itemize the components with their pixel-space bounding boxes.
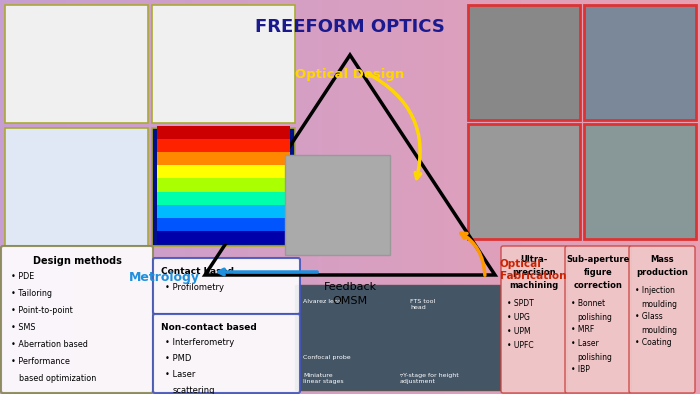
Text: • Glass: • Glass <box>635 312 663 321</box>
Text: • Profilometry: • Profilometry <box>165 283 224 292</box>
Text: correction: correction <box>573 281 622 290</box>
Text: ▿Y-stage for height
adjustment: ▿Y-stage for height adjustment <box>400 373 459 384</box>
Text: • MRF: • MRF <box>571 325 594 334</box>
Text: • Coating: • Coating <box>635 338 671 347</box>
Text: precision: precision <box>512 268 556 277</box>
FancyBboxPatch shape <box>153 258 300 314</box>
FancyBboxPatch shape <box>157 152 290 165</box>
Text: Non-contact based: Non-contact based <box>161 323 257 332</box>
Text: FREEFORM OPTICS: FREEFORM OPTICS <box>255 18 445 36</box>
Text: • SMS: • SMS <box>11 323 36 332</box>
Text: Design methods: Design methods <box>33 256 121 266</box>
Text: • SPDT: • SPDT <box>507 299 533 308</box>
Text: Miniature
linear stages: Miniature linear stages <box>303 373 344 384</box>
FancyBboxPatch shape <box>584 124 696 239</box>
Text: Optical
Fabrication: Optical Fabrication <box>500 259 566 281</box>
FancyBboxPatch shape <box>468 5 580 120</box>
Text: Optical Design: Optical Design <box>295 68 405 81</box>
FancyBboxPatch shape <box>157 191 290 204</box>
FancyBboxPatch shape <box>157 126 290 139</box>
FancyBboxPatch shape <box>565 246 631 393</box>
FancyBboxPatch shape <box>153 314 300 393</box>
FancyBboxPatch shape <box>157 204 290 218</box>
Text: • PDE: • PDE <box>11 272 34 281</box>
Text: OMSM: OMSM <box>332 296 368 306</box>
FancyBboxPatch shape <box>295 285 500 390</box>
Text: Confocal probe: Confocal probe <box>303 355 351 360</box>
Text: • PMD: • PMD <box>165 354 191 363</box>
FancyBboxPatch shape <box>157 218 290 231</box>
Text: Alvarez lens: Alvarez lens <box>303 299 341 304</box>
Text: Ultra-: Ultra- <box>520 255 547 264</box>
Text: scattering: scattering <box>173 386 216 394</box>
Text: polishing: polishing <box>577 353 612 362</box>
FancyBboxPatch shape <box>5 5 148 123</box>
Text: • Laser: • Laser <box>571 339 598 348</box>
FancyBboxPatch shape <box>152 5 295 123</box>
Text: Metrology: Metrology <box>129 271 200 284</box>
Text: • UPG: • UPG <box>507 313 530 322</box>
FancyBboxPatch shape <box>629 246 695 393</box>
FancyBboxPatch shape <box>5 128 148 246</box>
Text: Mass: Mass <box>650 255 674 264</box>
Text: polishing: polishing <box>577 313 612 322</box>
Text: Sub-aperture: Sub-aperture <box>566 255 630 264</box>
Text: • Point-to-point: • Point-to-point <box>11 306 73 315</box>
Text: based optimization: based optimization <box>19 374 97 383</box>
Text: • Aberration based: • Aberration based <box>11 340 88 349</box>
Text: • Bonnet: • Bonnet <box>571 299 605 308</box>
FancyBboxPatch shape <box>468 124 580 239</box>
Text: • Interferometry: • Interferometry <box>165 338 234 347</box>
Text: • Laser: • Laser <box>165 370 195 379</box>
FancyBboxPatch shape <box>285 155 390 255</box>
Text: machining: machining <box>510 281 559 290</box>
Text: FTS tool
head: FTS tool head <box>410 299 435 310</box>
FancyBboxPatch shape <box>152 128 295 246</box>
Text: • Performance: • Performance <box>11 357 70 366</box>
Text: moulding: moulding <box>641 300 677 309</box>
Text: • IBP: • IBP <box>571 365 590 374</box>
FancyBboxPatch shape <box>584 5 696 120</box>
Text: moulding: moulding <box>641 326 677 335</box>
Text: • UPM: • UPM <box>507 327 531 336</box>
FancyBboxPatch shape <box>157 139 290 152</box>
FancyBboxPatch shape <box>157 231 290 244</box>
FancyBboxPatch shape <box>157 178 290 191</box>
FancyBboxPatch shape <box>1 246 153 393</box>
Text: Feedback: Feedback <box>323 282 377 292</box>
Text: Contact based: Contact based <box>161 267 234 276</box>
FancyBboxPatch shape <box>501 246 567 393</box>
Text: • Injection: • Injection <box>635 286 675 295</box>
Text: figure: figure <box>584 268 612 277</box>
Text: • Tailoring: • Tailoring <box>11 289 52 298</box>
Text: production: production <box>636 268 688 277</box>
FancyBboxPatch shape <box>157 165 290 178</box>
Text: • UPFC: • UPFC <box>507 341 533 350</box>
